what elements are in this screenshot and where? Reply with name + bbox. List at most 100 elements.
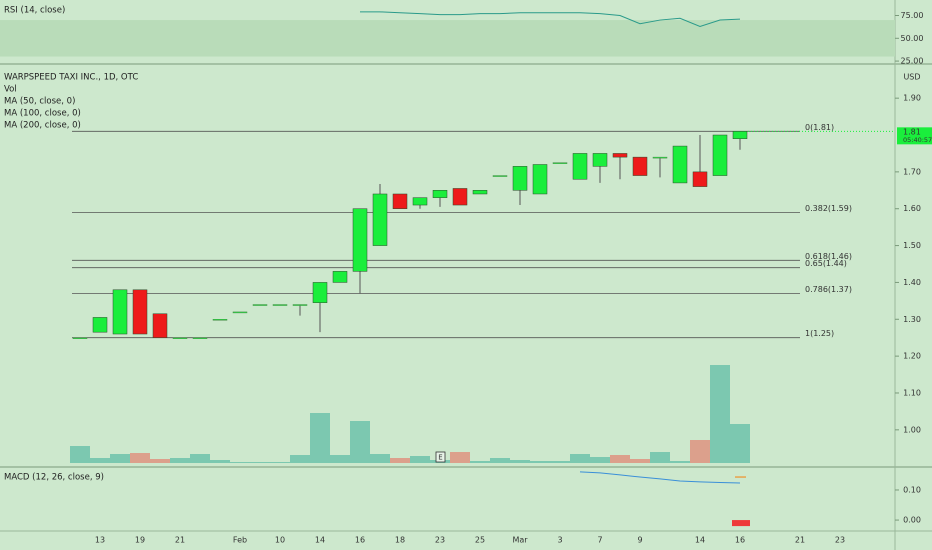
macd-tick-label: 0.00 [903, 516, 921, 525]
volume-bar [310, 413, 330, 463]
candle-body [272, 304, 288, 306]
macd-line [579, 471, 741, 484]
volume-bar [470, 461, 490, 463]
candle-body [292, 304, 308, 306]
volume-bar [550, 461, 570, 463]
candle-body [492, 175, 508, 177]
y-tick-label: 1.40 [903, 278, 921, 287]
candle-body [152, 313, 168, 338]
y-tick-label: 1.70 [903, 167, 921, 176]
volume-bar [290, 455, 310, 463]
rsi-band [0, 20, 895, 57]
volume-bar [710, 365, 730, 463]
x-tick-label: 16 [735, 536, 745, 545]
macd-title: MACD (12, 26, close, 9) [4, 473, 104, 483]
rsi-tick-label: 75.00 [901, 11, 924, 20]
candle-body [192, 337, 208, 339]
candle-body [632, 156, 648, 176]
x-tick-label: 14 [315, 536, 325, 545]
volume-bar [450, 452, 470, 463]
volume-bar [370, 454, 390, 463]
volume-bar [510, 460, 530, 463]
y-tick-label: 1.60 [903, 204, 921, 213]
volume-bar [150, 459, 170, 463]
x-tick-label: 21 [175, 536, 185, 545]
volume-bar [250, 462, 270, 463]
candle-body [532, 164, 548, 195]
candle-body [72, 337, 88, 339]
candle-body [132, 289, 148, 335]
currency: USD [903, 73, 920, 82]
volume-bar [410, 456, 430, 463]
candle-body [92, 317, 108, 333]
y-tick-label: 1.10 [903, 388, 921, 397]
candle-body [552, 162, 568, 164]
x-tick-label: 14 [695, 536, 705, 545]
x-tick-label: 9 [637, 536, 642, 545]
candle-body [372, 193, 388, 246]
candle-body [452, 188, 468, 206]
histogram-bar [732, 520, 750, 527]
volume-bar [330, 455, 350, 463]
earnings-marker [435, 451, 446, 463]
candle-body [472, 190, 488, 195]
volume-bar [610, 455, 630, 463]
x-tick-label: 7 [597, 536, 602, 545]
volume-bar [530, 461, 550, 463]
y-tick-label: 1.90 [903, 94, 921, 103]
candle-body [432, 190, 448, 198]
x-tick-label: 25 [475, 536, 485, 545]
fib-label: 0.618(1.46) [805, 252, 852, 261]
volume-bar [350, 421, 370, 463]
fib-label: 0(1.81) [805, 123, 834, 132]
volume-bar [190, 454, 210, 463]
volume-bar [670, 461, 690, 463]
candle-body [672, 145, 688, 184]
rsi-title: RSI (14, close) [4, 6, 65, 16]
x-tick-label: 10 [275, 536, 285, 545]
fib-label: 0.382(1.59) [805, 204, 852, 213]
x-tick-label: 13 [95, 536, 105, 545]
candle-body [652, 156, 668, 159]
volume-bar [490, 458, 510, 463]
candle-body [592, 153, 608, 167]
earnings-label: E [438, 454, 442, 462]
x-tick-label: 19 [135, 536, 145, 545]
candle-body [232, 311, 248, 314]
candle-body [172, 337, 188, 339]
volume-bar [630, 459, 650, 463]
indicator-label: MA (100, close, 0) [4, 109, 81, 119]
volume-bar [270, 462, 290, 463]
fib-label: 1(1.25) [805, 329, 834, 338]
candle-body [712, 134, 728, 176]
candle-body [692, 171, 708, 187]
rsi-tick-label: 50.00 [901, 34, 924, 43]
fib-label: 0.65(1.44) [805, 259, 847, 268]
x-tick-label: 23 [435, 536, 445, 545]
indicator-label: Vol [4, 85, 17, 95]
candle-body [572, 153, 588, 180]
symbol-title: WARPSPEED TAXI INC., 1D, OTC [4, 73, 138, 83]
candle-body [732, 131, 748, 139]
candle-body [112, 289, 128, 335]
y-tick-label: 1.20 [903, 352, 921, 361]
volume-bar [730, 424, 750, 463]
volume-bar [390, 458, 410, 463]
volume-bar [650, 452, 670, 463]
indicator-label: MA (50, close, 0) [4, 97, 75, 107]
volume-bar [690, 440, 710, 463]
candle-body [252, 304, 268, 306]
volume-bar [110, 454, 130, 463]
volume-bar [230, 462, 250, 463]
volume-bar [570, 454, 590, 463]
candle-body [352, 208, 368, 272]
countdown: 05:40:57 [903, 136, 932, 144]
rsi-line [360, 11, 741, 27]
rsi-tick-label: 25.00 [901, 57, 924, 66]
volume-bar [130, 453, 150, 463]
x-tick-label: 23 [835, 536, 845, 545]
volume-bar [70, 446, 90, 463]
volume-bar [590, 457, 610, 463]
candle-body [212, 319, 228, 321]
y-tick-label: 1.30 [903, 315, 921, 324]
